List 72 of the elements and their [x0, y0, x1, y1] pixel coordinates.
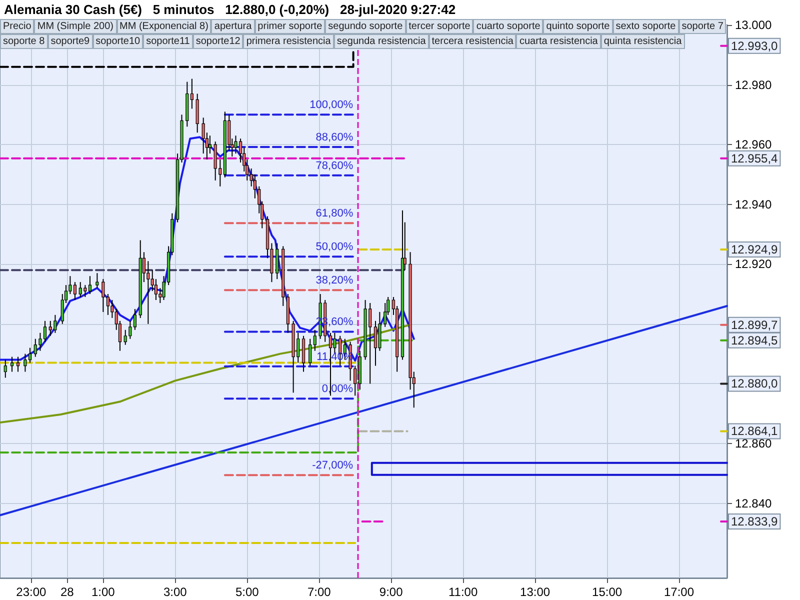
- x-tick-label: 17:00: [664, 585, 694, 599]
- annotation: MM (Simple 200): [34, 19, 116, 34]
- annotation: 12.993,0: [731, 38, 778, 53]
- candlestick: [10, 356, 14, 372]
- annotation: 100,00%: [310, 99, 354, 112]
- x-tick-label: 1:00: [91, 585, 116, 599]
- candlestick: [208, 135, 212, 154]
- annotation: 78,60%: [316, 160, 354, 172]
- y-tick-label: 12.840: [735, 496, 772, 510]
- annotation: MM (Exponencial 8): [116, 19, 212, 34]
- annotation: segunda resistencia: [334, 34, 429, 49]
- candlestick: [276, 242, 279, 280]
- y-tick-label: 12.920: [735, 257, 772, 272]
- annotation: 12.864,1: [731, 424, 778, 438]
- annotation: tercer soporte: [406, 19, 474, 34]
- annotation: 50,00%: [316, 241, 354, 254]
- annotation: 12.924,9: [731, 242, 778, 256]
- x-tick-label: 28: [60, 585, 74, 599]
- annotation: sexto soporte: [612, 19, 679, 34]
- candlestick: [302, 335, 306, 372]
- candlestick: [313, 329, 316, 352]
- annotation: primer soporte: [254, 19, 326, 34]
- annotation: 12.880,0: [731, 376, 778, 391]
- candlestick: [196, 93, 199, 134]
- candlestick: [96, 272, 99, 289]
- annotation: quinta resistencia: [600, 34, 685, 49]
- annotation: soporte 8: [0, 34, 48, 49]
- candlestick: [374, 320, 378, 366]
- annotation: 12.833,9: [731, 514, 778, 529]
- candlestick: [102, 278, 105, 312]
- x-tick-label: 13:00: [520, 585, 550, 599]
- annotation: apertura: [211, 19, 255, 34]
- annotation: 12.955,4: [731, 151, 778, 166]
- x-tick-label: 11:00: [448, 585, 478, 599]
- y-tick-label: 12.860: [735, 436, 772, 450]
- annotation: cuarta resistencia: [516, 34, 601, 49]
- candlestick: [133, 308, 137, 330]
- annotation: soporte11: [143, 34, 193, 49]
- x-tick-label: 15:00: [592, 585, 622, 599]
- x-tick-label: 23:00: [16, 585, 47, 599]
- annotation: soporte12: [192, 34, 244, 49]
- x-tick-label: 5:00: [235, 585, 260, 599]
- annotation: tercera resistencia: [428, 34, 516, 49]
- candlestick: [308, 338, 312, 366]
- candlestick: [378, 311, 382, 352]
- candlestick: [146, 260, 150, 324]
- candlestick: [16, 356, 20, 372]
- annotation: Precio: [0, 19, 34, 34]
- annotation: 12.894,5: [731, 333, 778, 348]
- y-tick-label: 12.960: [735, 138, 772, 152]
- annotation: soporte9: [48, 34, 93, 49]
- chart-title: Alemania 30 Cash (5€) 5 minutos 12.880,0 (-0,20%) 28-jul-2020 9:27:42: [4, 2, 456, 17]
- candlestick: [4, 359, 7, 378]
- y-tick-label: 12.940: [735, 197, 772, 212]
- x-tick-label: 7:00: [307, 585, 332, 599]
- candlestick: [190, 78, 194, 110]
- annotation: 38,20%: [316, 274, 354, 287]
- x-tick-label: 3:00: [163, 585, 188, 599]
- candlestick: [106, 294, 110, 316]
- annotation: segundo soporte: [325, 19, 406, 34]
- annotation: soporte 7: [678, 19, 726, 34]
- y-tick-label: 13.000: [735, 18, 772, 32]
- annotation: -27,00%: [312, 460, 354, 472]
- annotation: primera resistencia: [243, 34, 334, 49]
- annotation: 88,60%: [316, 131, 354, 144]
- annotation: 61,80%: [316, 208, 354, 220]
- annotation: quinto soporte: [543, 19, 613, 34]
- x-tick-label: 9:00: [379, 585, 404, 599]
- annotation: soporte10: [92, 34, 144, 49]
- annotation: 12.899,7: [731, 318, 778, 332]
- y-tick-label: 12.980: [735, 78, 772, 92]
- annotation: cuarto soporte: [473, 19, 544, 34]
